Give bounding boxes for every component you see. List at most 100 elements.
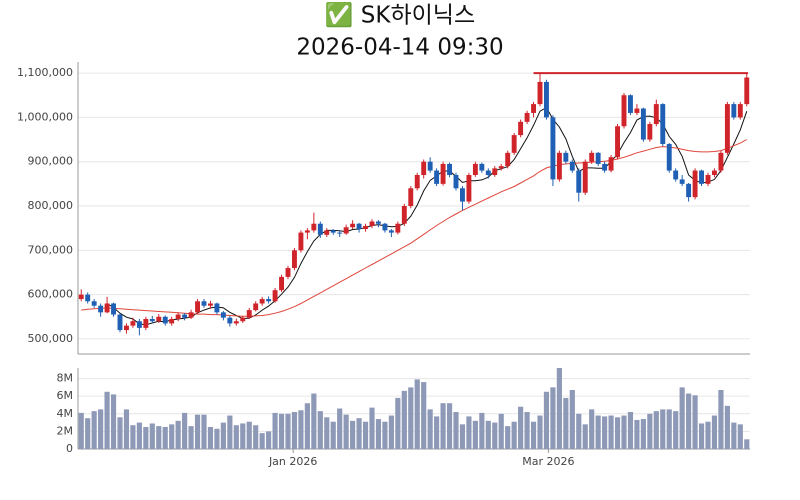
candle-body	[130, 321, 136, 326]
volume-bar	[543, 391, 550, 449]
volume-bar	[556, 368, 562, 449]
candle-body	[162, 316, 168, 324]
volume-bar	[518, 406, 524, 449]
candle-body	[485, 170, 491, 175]
candle-body	[731, 104, 737, 118]
volume-bar	[453, 412, 459, 449]
volume-bar	[220, 422, 226, 449]
candle-body	[78, 294, 84, 300]
y-tick-label: 1,000,000	[17, 110, 73, 123]
candle-body	[544, 81, 549, 118]
y-tick-label: 6M	[57, 389, 74, 402]
y-tick-label: 800,000	[28, 199, 74, 212]
volume-bar	[686, 393, 692, 449]
candle-body	[595, 152, 601, 164]
volume-bar	[718, 390, 724, 449]
candle-body	[259, 299, 265, 304]
candle-body	[582, 161, 588, 193]
volume-bar	[169, 424, 175, 449]
candle-body	[85, 294, 91, 302]
candle-body	[175, 314, 181, 319]
candle-body	[492, 168, 498, 175]
volume-bar	[485, 420, 491, 449]
candle-body	[363, 225, 368, 230]
chart-title: ✅ SK하이닉스	[325, 2, 475, 29]
candle-body	[324, 230, 330, 235]
volume-bar	[91, 411, 97, 449]
candle-body	[98, 305, 104, 313]
candle-body	[576, 170, 582, 193]
volume-bar	[692, 395, 698, 449]
candle-body	[124, 325, 129, 331]
volume-bar	[395, 397, 401, 449]
volume-bar	[175, 420, 181, 449]
volume-bar	[337, 408, 343, 449]
candle-body	[628, 95, 633, 113]
candle-body	[744, 77, 750, 105]
volume-bar	[136, 422, 142, 449]
candle-body	[111, 303, 116, 315]
volume-bar	[621, 415, 627, 449]
y-tick-label: 2M	[57, 424, 74, 437]
candle-body	[233, 321, 239, 324]
candle-body	[201, 301, 207, 306]
candle-body	[556, 152, 562, 180]
volume-bar	[201, 414, 207, 449]
volume-bar	[143, 426, 149, 449]
candle-body	[705, 174, 711, 184]
candle-body	[434, 170, 440, 184]
candle-body	[156, 316, 162, 322]
candle-body	[149, 318, 155, 322]
volume-bar	[679, 387, 685, 449]
candle-body	[466, 174, 472, 202]
candle-body	[511, 135, 517, 153]
volume-bar	[569, 390, 575, 449]
volume-bar	[233, 425, 239, 449]
volume-bar	[698, 423, 705, 449]
volume-bar	[472, 420, 478, 449]
candle-body	[686, 183, 692, 198]
candle-body	[311, 223, 317, 231]
y-tick-label: 4M	[57, 407, 74, 420]
x-tick-label: Mar 2026	[522, 455, 574, 468]
candle-body	[440, 163, 446, 184]
volume-bar	[673, 411, 679, 449]
candle-body	[408, 188, 414, 207]
candle-body	[569, 161, 575, 171]
volume-bar	[731, 422, 737, 449]
volume-bar	[724, 405, 730, 449]
chart-subtitle: 2026-04-14 09:30	[296, 35, 503, 61]
volume-bar	[505, 426, 511, 449]
y-tick-label: 0	[66, 442, 73, 455]
candle-body	[169, 318, 175, 324]
volume-bar	[550, 387, 556, 449]
volume-bar	[653, 411, 659, 449]
candle-body	[653, 104, 659, 125]
volume-bar	[660, 409, 666, 449]
candle-body	[350, 223, 356, 228]
y-tick-label: 8M	[57, 372, 74, 385]
candle-body	[460, 188, 465, 202]
candle-body	[395, 223, 401, 233]
volume-bar	[259, 433, 265, 449]
candle-body	[427, 161, 433, 171]
candle-body	[621, 95, 627, 127]
candle-body	[317, 223, 323, 235]
volume-bar	[459, 424, 466, 449]
volume-bar	[479, 412, 485, 449]
candle-body	[104, 303, 110, 313]
volume-bar	[182, 412, 188, 449]
candle-body	[188, 312, 194, 318]
volume-bar	[343, 414, 349, 449]
volume-bar	[162, 426, 168, 449]
volume-bar	[330, 421, 336, 449]
volume-bar	[388, 415, 394, 449]
y-tick-label: 900,000	[28, 155, 74, 168]
candle-body	[524, 112, 530, 122]
candle-body	[479, 163, 485, 171]
candle-body	[214, 303, 220, 313]
candle-body	[414, 174, 420, 189]
volume-bar	[711, 415, 718, 449]
volume-bar	[602, 416, 608, 449]
volume-bar	[414, 379, 420, 449]
